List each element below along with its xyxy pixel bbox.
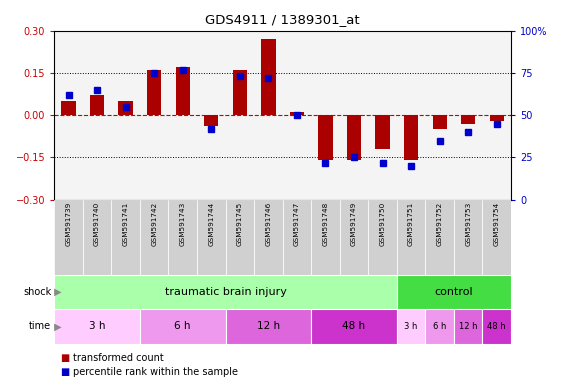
Text: 6 h: 6 h xyxy=(175,321,191,331)
Text: ▶: ▶ xyxy=(51,321,62,331)
Bar xyxy=(368,200,397,275)
Text: traumatic brain injury: traumatic brain injury xyxy=(164,287,287,297)
Bar xyxy=(340,200,368,275)
Text: GSM591745: GSM591745 xyxy=(237,202,243,246)
Text: GSM591741: GSM591741 xyxy=(123,202,128,246)
Text: 6 h: 6 h xyxy=(433,322,447,331)
Text: ■: ■ xyxy=(60,367,69,377)
Bar xyxy=(425,309,454,344)
Bar xyxy=(61,101,75,115)
Text: GSM591740: GSM591740 xyxy=(94,202,100,246)
Bar xyxy=(461,115,475,124)
Text: GSM591752: GSM591752 xyxy=(437,202,443,246)
Text: GSM591749: GSM591749 xyxy=(351,202,357,246)
Bar xyxy=(347,115,361,160)
Text: GSM591746: GSM591746 xyxy=(266,202,271,246)
Bar xyxy=(233,70,247,115)
Text: control: control xyxy=(435,287,473,297)
Text: ■: ■ xyxy=(60,353,69,363)
Text: GSM591743: GSM591743 xyxy=(180,202,186,246)
Bar xyxy=(226,200,254,275)
Bar xyxy=(90,96,104,115)
Text: GSM591744: GSM591744 xyxy=(208,202,214,246)
Text: GSM591754: GSM591754 xyxy=(494,202,500,246)
Bar xyxy=(140,200,168,275)
Bar xyxy=(54,200,83,275)
Bar xyxy=(482,200,511,275)
Text: 3 h: 3 h xyxy=(404,322,418,331)
Bar xyxy=(83,200,111,275)
Bar xyxy=(482,309,511,344)
Bar xyxy=(54,275,397,309)
Bar xyxy=(147,70,162,115)
Bar xyxy=(262,39,275,115)
Bar xyxy=(319,115,332,160)
Bar xyxy=(204,115,218,126)
Text: GSM591753: GSM591753 xyxy=(465,202,471,246)
Bar xyxy=(111,200,140,275)
Bar xyxy=(397,275,511,309)
Bar xyxy=(311,200,340,275)
Text: 48 h: 48 h xyxy=(343,321,365,331)
Text: GSM591750: GSM591750 xyxy=(380,202,385,246)
Bar xyxy=(254,200,283,275)
Bar xyxy=(226,309,311,344)
Text: GDS4911 / 1389301_at: GDS4911 / 1389301_at xyxy=(206,13,360,26)
Text: shock: shock xyxy=(23,287,51,297)
Bar xyxy=(454,309,482,344)
Bar xyxy=(140,309,226,344)
Bar xyxy=(290,113,304,115)
Bar xyxy=(311,309,397,344)
Text: GSM591751: GSM591751 xyxy=(408,202,414,246)
Text: GSM591748: GSM591748 xyxy=(323,202,328,246)
Bar xyxy=(454,200,482,275)
Bar xyxy=(197,200,226,275)
Bar xyxy=(283,200,311,275)
Text: time: time xyxy=(29,321,51,331)
Bar xyxy=(176,67,190,115)
Bar xyxy=(54,309,140,344)
Text: 12 h: 12 h xyxy=(257,321,280,331)
Text: 12 h: 12 h xyxy=(459,322,477,331)
Text: GSM591739: GSM591739 xyxy=(66,202,71,246)
Text: percentile rank within the sample: percentile rank within the sample xyxy=(73,367,238,377)
Text: ▶: ▶ xyxy=(51,287,62,297)
Text: transformed count: transformed count xyxy=(73,353,163,363)
Bar xyxy=(404,115,418,160)
Bar xyxy=(397,200,425,275)
Bar xyxy=(376,115,389,149)
Text: GSM591742: GSM591742 xyxy=(151,202,157,246)
Text: GSM591747: GSM591747 xyxy=(294,202,300,246)
Bar xyxy=(119,101,132,115)
Text: 3 h: 3 h xyxy=(89,321,105,331)
Bar xyxy=(168,200,197,275)
Text: 48 h: 48 h xyxy=(488,322,506,331)
Bar xyxy=(433,115,447,129)
Bar xyxy=(425,200,454,275)
Bar xyxy=(490,115,504,121)
Bar xyxy=(397,309,425,344)
